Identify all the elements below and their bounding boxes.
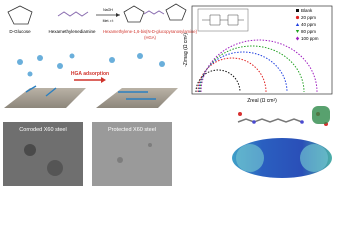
micrograph-label: Protected X60 steel [108, 127, 156, 133]
product-abbr: (HGA) [144, 35, 156, 40]
reactant-label: Hexamethylenediamine [48, 29, 96, 34]
legend-label: 100 ppm [301, 36, 319, 41]
molecular-model [232, 106, 332, 178]
reactant-label: D-Glucose [9, 29, 31, 34]
product-label: Hexamethylene-1,6-bis(N-D-glucopyranosyl… [103, 29, 198, 34]
legend-label: 40 ppm [301, 22, 316, 27]
legend-label: 20 ppm [301, 15, 316, 20]
graphical-abstract: D-Glucose Hexamethylenediamine NaOH Met.… [3, 3, 333, 186]
reagent: NaOH [103, 8, 113, 12]
x-axis-label: Zreal (Ω cm²) [247, 98, 277, 104]
micrographs: Corroded X60 steel Protected X60 steel [3, 122, 172, 186]
adsorption-illustration: HGA adsorption [4, 53, 178, 108]
conditions: Met. r.t [103, 19, 114, 23]
legend-label: 80 ppm [301, 29, 316, 34]
reaction-scheme: D-Glucose Hexamethylenediamine NaOH Met.… [7, 3, 198, 40]
legend-label: Blank [301, 8, 313, 13]
adsorption-label: HGA adsorption [71, 71, 109, 77]
nyquist-plot: Blank 20 ppm 40 ppm 80 ppm 100 ppm Zreal… [183, 5, 333, 104]
y-axis-label: -Zimag (Ω cm²) [183, 33, 189, 67]
micrograph-label: Corroded X60 steel [19, 127, 66, 133]
